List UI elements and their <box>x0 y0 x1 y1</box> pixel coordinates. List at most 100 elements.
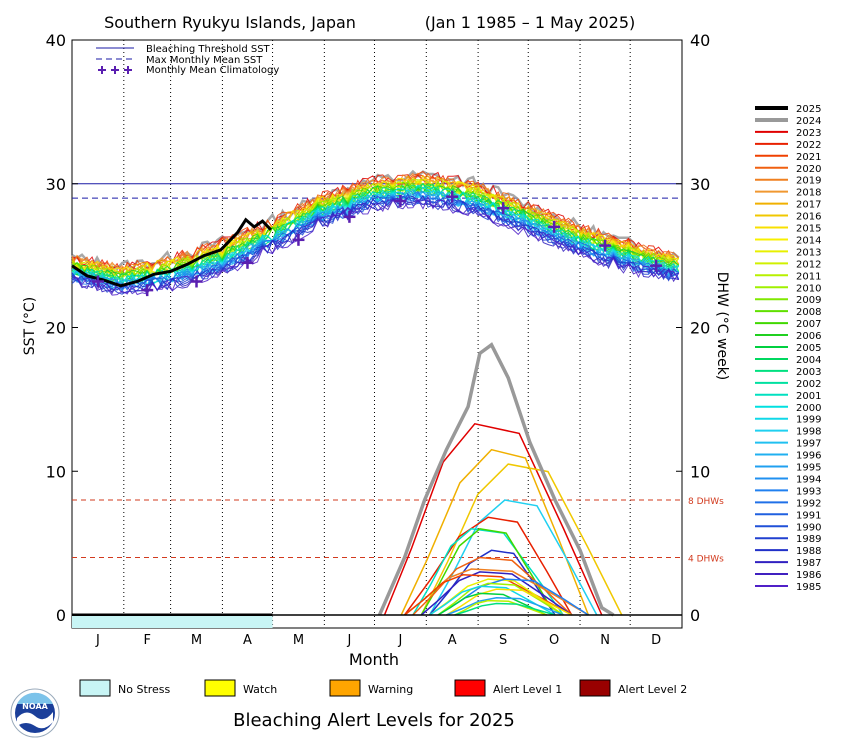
year-legend-label: 1998 <box>796 427 821 438</box>
climatology-point <box>599 239 612 252</box>
climatology-point <box>343 210 356 223</box>
sst-line-1986 <box>71 199 680 295</box>
year-legend: 2025202420232022202120202019201820172016… <box>755 104 821 593</box>
year-legend-label: 1992 <box>796 498 821 509</box>
alert-legend-swatch <box>204 679 236 697</box>
x-tick-label: J <box>95 633 100 648</box>
alert-legend-label: Alert Level 1 <box>493 683 562 696</box>
year-legend-label: 1986 <box>796 570 821 581</box>
year-legend-label: 1993 <box>796 486 821 497</box>
x-tick-label: D <box>651 633 661 648</box>
x-tick-label: M <box>293 633 304 648</box>
dhw-line-1995 <box>446 597 564 616</box>
dhw-line-2016 <box>420 463 623 616</box>
x-tick-label: M <box>191 633 202 648</box>
alert-legend-label: Alert Level 2 <box>618 683 687 696</box>
dhw-ref-label: 8 DHWs <box>688 497 724 507</box>
y-tick-label-right: 20 <box>690 319 710 338</box>
legend-climatology-label: Monthly Mean Climatology <box>146 65 279 76</box>
alert-legend: No Stress Watch Warning Alert Level 1 Alert … <box>79 679 687 697</box>
legend-threshold-label: Bleaching Threshold SST <box>146 44 271 55</box>
year-legend-label: 1991 <box>796 510 821 521</box>
plot-frame <box>71 39 683 629</box>
sst-line-2025 <box>71 217 272 288</box>
dhw-line-1999 <box>429 585 556 616</box>
x-tick-label: A <box>243 633 252 648</box>
legend-top: Bleaching Threshold SST Max Monthly Mean… <box>96 44 279 76</box>
y-tick-label-right: 10 <box>690 462 710 481</box>
y-tick-label-left: 20 <box>46 319 66 338</box>
chart-title: Southern Ryukyu Islands, Japan <box>104 13 356 32</box>
year-legend-label: 1995 <box>796 463 821 474</box>
y-axis-label-left: SST (°C) <box>22 297 38 355</box>
year-legend-label: 1989 <box>796 534 821 545</box>
year-legend-label: 2023 <box>796 128 821 139</box>
year-legend-label: 1988 <box>796 546 821 557</box>
climatology-point <box>548 220 561 233</box>
climatology-point <box>497 202 510 215</box>
dhw-line-2017 <box>400 448 590 616</box>
year-legend-label: 1999 <box>796 415 821 426</box>
sst-line-1985 <box>71 195 680 296</box>
year-legend-label: 2010 <box>796 283 821 294</box>
year-legend-label: 1997 <box>796 439 821 450</box>
alert-legend-label: Warning <box>368 683 413 696</box>
bottom-title: Bleaching Alert Levels for 2025 <box>233 710 515 731</box>
climatology-point <box>446 190 459 203</box>
dhw-line-2007 <box>420 528 556 616</box>
x-tick-label: J <box>347 633 352 648</box>
climatology-point <box>190 275 203 288</box>
dhw-line-1987 <box>420 571 573 616</box>
x-tick-label: O <box>549 633 559 648</box>
alert-bar-segment <box>72 616 273 628</box>
axes: J F M A M J J A S O N D 0 10 20 30 40 0 10 20 30 40 <box>46 31 711 648</box>
climatology-point <box>292 233 305 246</box>
year-legend-label: 2014 <box>796 235 821 246</box>
x-tick-label: A <box>448 633 457 648</box>
year-legend-label: 2011 <box>796 271 821 282</box>
dhw-line-1998 <box>428 499 598 616</box>
y-tick-label-right: 40 <box>690 31 710 50</box>
year-legend-label: 2021 <box>796 152 821 163</box>
climatology-point <box>241 256 254 269</box>
year-legend-label: 1996 <box>796 451 821 462</box>
climatology-point <box>394 195 407 207</box>
legend-mmm-label: Max Monthly Mean SST <box>146 55 263 66</box>
year-legend-label: 1985 <box>796 582 821 593</box>
y-tick-label-left: 0 <box>56 606 66 625</box>
year-legend-label: 2000 <box>796 403 821 414</box>
climatology-point <box>91 275 104 288</box>
month-gridlines <box>123 40 631 628</box>
year-legend-label: 2006 <box>796 331 821 342</box>
year-legend-label: 1987 <box>796 558 821 569</box>
year-legend-label: 2003 <box>796 367 821 378</box>
chart-date-range: (Jan 1 1985 – 1 May 2025) <box>425 13 636 32</box>
year-legend-label: 2013 <box>796 247 821 258</box>
climatology-point <box>650 259 663 272</box>
x-tick-label: J <box>397 633 402 648</box>
year-legend-label: 2016 <box>796 212 821 223</box>
year-legend-label: 2019 <box>796 176 821 187</box>
y-tick-label-right: 30 <box>690 175 710 194</box>
sst-series <box>71 169 680 297</box>
year-legend-label: 2025 <box>796 104 821 115</box>
dhw-line-1988 <box>429 549 556 616</box>
y-axis-label-right: DHW (°C week) <box>714 272 730 381</box>
dhw-series <box>72 342 623 617</box>
alert-legend-label: No Stress <box>118 683 171 696</box>
dhw-line-2015 <box>446 588 573 616</box>
year-legend-label: 2018 <box>796 188 821 199</box>
y-tick-label-right: 0 <box>690 606 700 625</box>
year-legend-label: 2015 <box>796 224 821 235</box>
legend-climatology-swatch <box>98 66 132 74</box>
dhw-ref-label: 4 DHWs <box>688 555 724 565</box>
dhw-line-2010 <box>437 582 564 616</box>
alert-legend-swatch <box>79 679 111 697</box>
alert-legend-swatch <box>454 679 486 697</box>
year-legend-label: 2024 <box>796 116 821 127</box>
year-legend-label: 2020 <box>796 164 821 175</box>
year-legend-label: 1990 <box>796 522 821 533</box>
alert-legend-label: Watch <box>243 683 277 696</box>
